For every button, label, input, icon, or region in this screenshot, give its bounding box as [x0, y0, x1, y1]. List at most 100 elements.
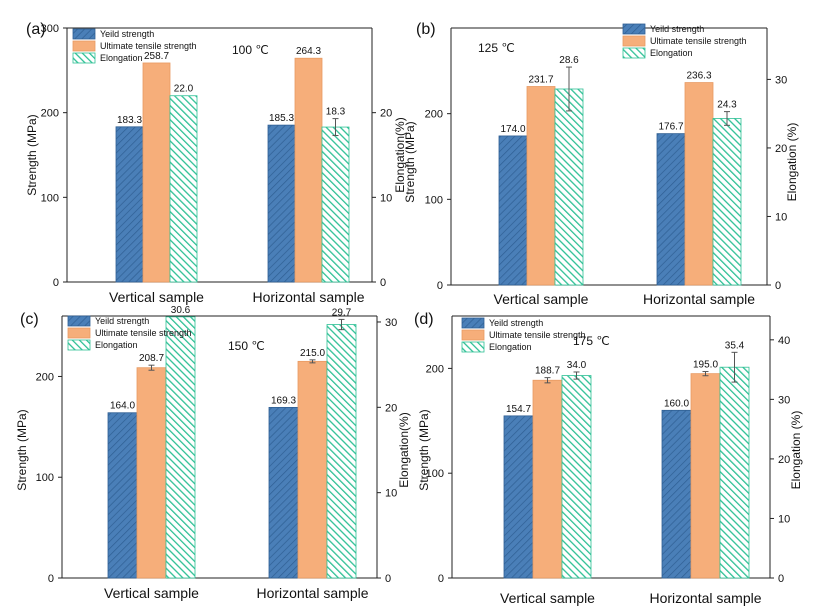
- bar-elongation: [165, 316, 196, 579]
- right-tick-label: 0: [778, 573, 784, 585]
- legend-label: Ultimate tensile strength: [95, 328, 192, 338]
- legend-swatch: [72, 28, 96, 40]
- right-tick-label: 0: [380, 277, 386, 289]
- left-tick-label: 100: [425, 194, 443, 206]
- x-category-label: Vertical sample: [104, 585, 199, 601]
- legend-swatch: [72, 40, 96, 52]
- legend-swatch: [67, 327, 91, 339]
- data-label: 236.3: [686, 71, 711, 82]
- data-label: 164.0: [110, 401, 135, 412]
- x-category-label: Vertical sample: [500, 590, 595, 606]
- y-axis-label: Strength (MPa): [25, 114, 39, 195]
- y2-axis-label: Elongation(%): [397, 412, 411, 487]
- data-label: 195.0: [693, 360, 718, 371]
- x-category-label: Horizontal sample: [252, 289, 364, 305]
- y-axis-label: Strength (MPa): [403, 121, 417, 202]
- panel-label: (c): [20, 311, 39, 328]
- bar-ultimate-tensile-strength: [297, 360, 328, 579]
- y2-axis-label: Elongation (%): [785, 123, 799, 202]
- bar-elongation: [561, 375, 592, 579]
- right-tick-label: 10: [380, 192, 392, 204]
- left-tick-label: 0: [53, 277, 59, 289]
- temperature-annotation: 125 ℃: [478, 41, 515, 55]
- bar-elongation: [554, 88, 584, 286]
- y-axis-label: Strength (MPa): [15, 409, 29, 490]
- legend-label: Elongation: [95, 340, 138, 350]
- left-tick-label: 200: [36, 371, 54, 383]
- data-label: 176.7: [658, 122, 683, 133]
- data-label: 183.3: [117, 115, 142, 126]
- legend-swatch: [67, 339, 91, 351]
- panel-label: (b): [416, 21, 436, 38]
- bar-elongation: [326, 324, 357, 579]
- bar-ultimate-tensile-strength: [142, 62, 171, 283]
- legend-swatch: [461, 329, 485, 341]
- x-category-label: Vertical sample: [109, 289, 204, 305]
- legend-label: Yeild strength: [100, 29, 154, 39]
- right-tick-label: 10: [778, 513, 790, 525]
- legend-label: Elongation: [100, 53, 143, 63]
- left-tick-label: 200: [425, 109, 443, 121]
- bar-yeild-strength: [656, 133, 686, 286]
- legend-swatch: [72, 52, 96, 64]
- left-tick-label: 0: [48, 573, 54, 585]
- data-label: 208.7: [139, 353, 164, 364]
- legend-label: Elongation: [489, 342, 532, 352]
- data-label: 34.0: [567, 360, 587, 371]
- right-tick-label: 10: [775, 211, 787, 223]
- data-label: 231.7: [528, 75, 553, 86]
- left-tick-label: 100: [36, 472, 54, 484]
- right-tick-label: 30: [778, 394, 790, 406]
- right-tick-label: 0: [385, 573, 391, 585]
- temperature-annotation: 100 ℃: [232, 43, 269, 57]
- right-tick-label: 20: [778, 454, 790, 466]
- legend-swatch: [67, 315, 91, 327]
- right-tick-label: 20: [775, 143, 787, 155]
- bar-ultimate-tensile-strength: [294, 57, 323, 283]
- data-label: 30.6: [171, 305, 191, 316]
- legend-swatch: [622, 47, 646, 59]
- data-label: 29.7: [332, 307, 352, 318]
- x-category-label: Vertical sample: [494, 291, 589, 307]
- x-category-label: Horizontal sample: [649, 590, 761, 606]
- right-tick-label: 20: [385, 402, 397, 414]
- y2-axis-label: Elongation(%): [393, 117, 407, 192]
- left-tick-label: 200: [426, 363, 444, 375]
- x-category-label: Horizontal sample: [256, 585, 368, 601]
- bar-elongation: [169, 95, 198, 283]
- data-label: 188.7: [535, 366, 560, 377]
- data-label: 35.4: [725, 340, 745, 351]
- right-tick-label: 30: [385, 317, 397, 329]
- bar-yeild-strength: [661, 409, 692, 579]
- bar-yeild-strength: [267, 124, 296, 283]
- legend-label: Ultimate tensile strength: [100, 41, 197, 51]
- data-label: 264.3: [296, 46, 321, 57]
- right-tick-label: 10: [385, 488, 397, 500]
- data-label: 258.7: [144, 51, 169, 62]
- y-axis-label: Strength (MPa): [417, 409, 431, 490]
- data-label: 174.0: [500, 124, 525, 135]
- bar-yeild-strength: [268, 406, 299, 579]
- right-tick-label: 20: [380, 108, 392, 120]
- x-category-label: Horizontal sample: [643, 291, 755, 307]
- legend-label: Yeild strength: [489, 318, 543, 328]
- legend-swatch: [461, 317, 485, 329]
- left-tick-label: 0: [438, 573, 444, 585]
- panel-label: (a): [26, 21, 46, 38]
- bar-yeild-strength: [503, 415, 534, 579]
- data-label: 22.0: [174, 84, 194, 95]
- left-tick-label: 100: [426, 468, 444, 480]
- left-tick-label: 0: [437, 280, 443, 292]
- bar-ultimate-tensile-strength: [526, 86, 556, 286]
- bar-elongation: [719, 366, 750, 579]
- bar-yeild-strength: [498, 135, 528, 286]
- data-label: 185.3: [269, 113, 294, 124]
- panel-label: (d): [414, 311, 434, 328]
- data-label: 169.3: [271, 395, 296, 406]
- data-label: 154.7: [506, 404, 531, 415]
- legend-swatch: [461, 341, 485, 353]
- legend-swatch: [622, 23, 646, 35]
- right-tick-label: 40: [778, 335, 790, 347]
